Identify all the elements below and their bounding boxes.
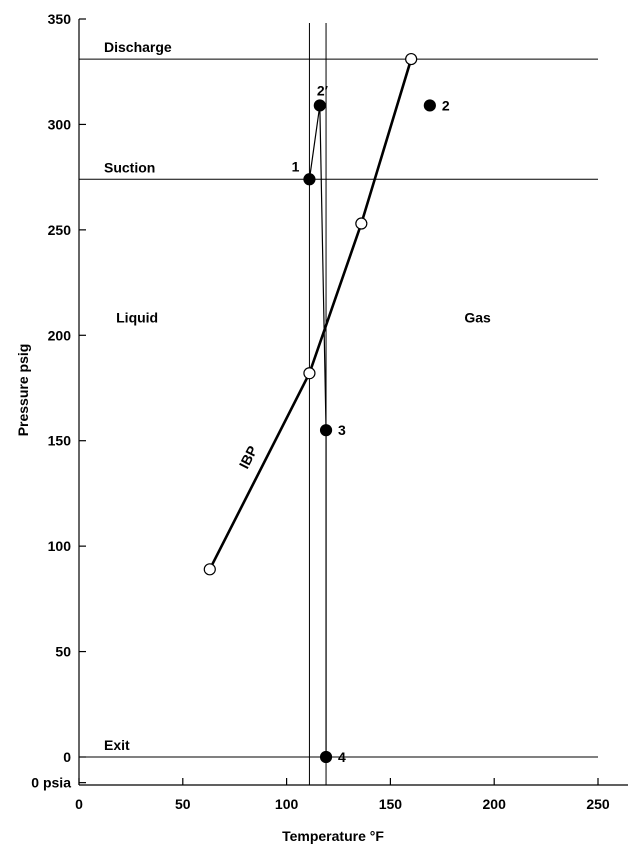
- y-tick-label: 100: [48, 538, 72, 554]
- point-label: 2: [442, 97, 450, 113]
- open-point: [204, 564, 215, 575]
- y-tick-label: 150: [48, 433, 72, 449]
- y-tick-label: 300: [48, 116, 72, 132]
- x-tick-label: 100: [275, 796, 299, 812]
- reference-label-discharge: Discharge: [104, 39, 172, 55]
- filled-point: [424, 100, 435, 111]
- psia-tick-label: 0 psia: [31, 775, 71, 791]
- x-tick-label: 250: [586, 796, 610, 812]
- series-label-ibp: IBP: [236, 443, 261, 471]
- y-tick-label: 350: [48, 11, 72, 27]
- open-point: [406, 54, 417, 65]
- y-tick-label: 50: [55, 644, 71, 660]
- x-tick-label: 150: [379, 796, 403, 812]
- region-label-liquid: Liquid: [116, 310, 158, 326]
- filled-point: [321, 425, 332, 436]
- filled-point: [304, 174, 315, 185]
- open-point: [356, 218, 367, 229]
- x-axis-title: Temperature °F: [282, 828, 384, 844]
- filled-point: [321, 752, 332, 763]
- point-label: 1: [292, 158, 300, 174]
- y-tick-label: 250: [48, 222, 72, 238]
- x-tick-label: 50: [175, 796, 191, 812]
- y-tick-label: 200: [48, 327, 72, 343]
- series-line-ibp: [210, 59, 411, 569]
- y-axis-title: Pressure psig: [15, 344, 31, 437]
- reference-label-suction: Suction: [104, 159, 155, 175]
- region-label-gas: Gas: [464, 310, 491, 326]
- point-label: 2′: [317, 82, 329, 98]
- filled-point: [314, 100, 325, 111]
- x-tick-label: 200: [483, 796, 507, 812]
- y-tick-label: 0: [63, 749, 71, 765]
- point-label: 4: [338, 749, 346, 765]
- x-tick-label: 0: [75, 796, 83, 812]
- point-label: 3: [338, 422, 346, 438]
- open-point: [304, 368, 315, 379]
- reference-label-exit: Exit: [104, 737, 130, 753]
